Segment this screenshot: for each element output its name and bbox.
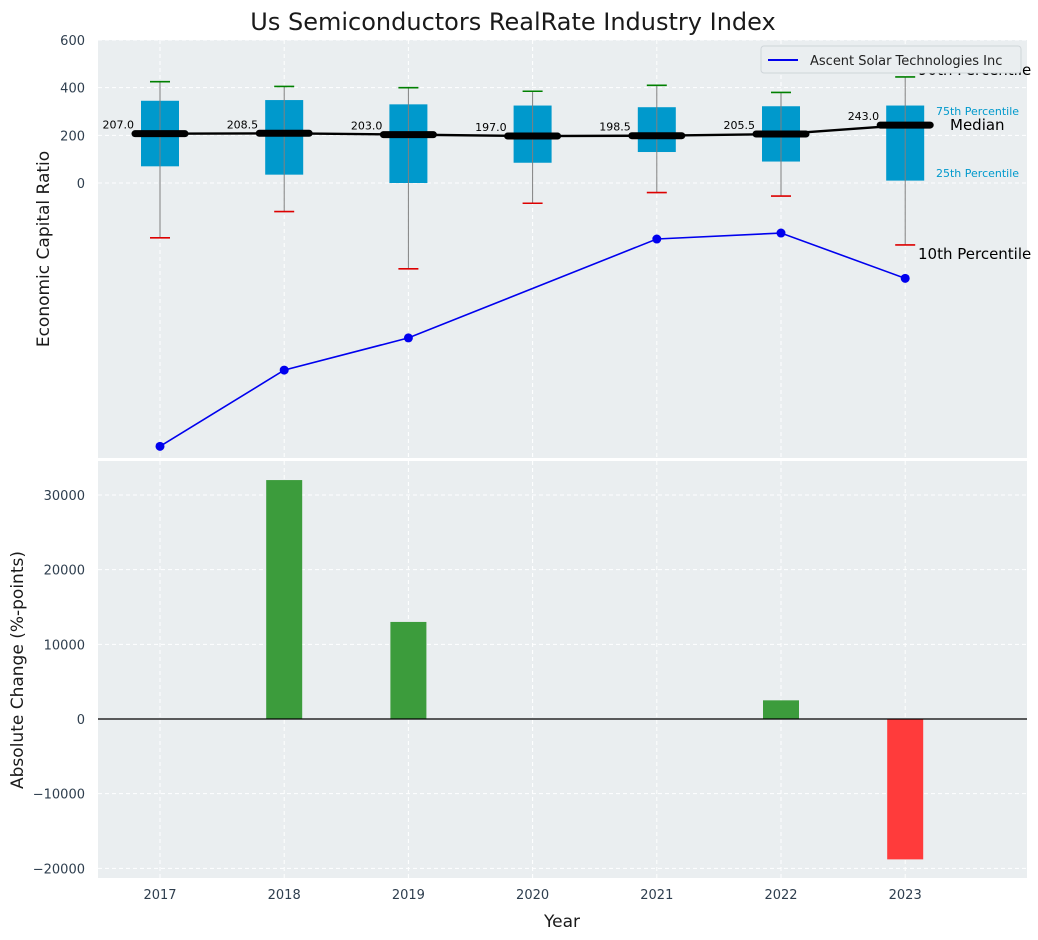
bottom-y-tick-label: 30000 — [44, 489, 85, 504]
bottom-y-tick-label: 20000 — [44, 564, 85, 579]
legend: Ascent Solar Technologies Inc — [760, 45, 1022, 74]
change-bar — [887, 719, 924, 860]
change-bar — [763, 700, 799, 719]
series-point — [652, 234, 662, 244]
median-value-label: 203.0 — [351, 120, 383, 133]
median-trend — [159, 123, 906, 138]
bottom-y-tick-label: 0 — [77, 713, 85, 728]
x-tick-label: 2017 — [143, 888, 176, 903]
series-point — [776, 228, 786, 238]
x-tick-label: 2018 — [268, 888, 301, 903]
bottom-y-axis-label: Absolute Change (%-points) — [8, 551, 28, 789]
x-tick-label: 2022 — [764, 888, 797, 903]
median-line — [159, 123, 906, 138]
annotation-10th: 10th Percentile — [918, 245, 1031, 263]
change-bars — [266, 480, 924, 860]
annotation-25th: 25th Percentile — [936, 167, 1019, 180]
median-value-label: 207.0 — [103, 119, 135, 132]
bottom-y-tick-label: 10000 — [44, 638, 85, 653]
series-point — [279, 365, 289, 375]
annotation-median: Median — [950, 116, 1005, 134]
x-tick-label: 2020 — [516, 888, 549, 903]
median-value-label: 208.5 — [227, 118, 259, 131]
x-axis-label: Year — [543, 912, 580, 932]
top-y-tick-label: 600 — [60, 34, 85, 49]
top-y-tick-label: 200 — [60, 129, 85, 144]
top-y-tick-label: 0 — [77, 177, 85, 192]
x-tick-label: 2023 — [889, 888, 922, 903]
annotation-75th: 75th Percentile — [936, 105, 1019, 118]
bottom-y-ticks: −20000 −10000 0 10000 20000 30000 — [33, 489, 85, 877]
top-y-ticks: 0 200 400 600 — [60, 34, 85, 192]
bottom-y-tick-label: −20000 — [33, 862, 85, 877]
series-point — [403, 333, 413, 343]
x-tick-label: 2021 — [640, 888, 673, 903]
top-y-axis-label: Economic Capital Ratio — [34, 151, 54, 347]
series-line-path — [159, 232, 906, 448]
bottom-y-tick-label: −10000 — [33, 788, 85, 803]
change-bar — [390, 621, 427, 719]
x-tick-label: 2019 — [392, 888, 425, 903]
x-ticks: 2017 2018 2019 2020 2021 2022 2023 — [143, 888, 921, 903]
top-y-tick-label: 400 — [60, 82, 85, 97]
change-bar — [266, 480, 303, 719]
median-value-label: 243.0 — [848, 110, 880, 123]
median-value-label: 205.5 — [724, 119, 756, 132]
series-point — [155, 441, 165, 451]
chart-title: Us Semiconductors RealRate Industry Inde… — [250, 8, 775, 36]
median-value-label: 197.0 — [475, 121, 507, 134]
legend-label: Ascent Solar Technologies Inc — [810, 54, 1002, 69]
top-plot-area — [98, 40, 1027, 458]
bottom-plot-area — [98, 461, 1027, 878]
series-point — [900, 273, 910, 283]
median-value-label: 198.5 — [599, 121, 631, 134]
series-line — [155, 228, 910, 451]
